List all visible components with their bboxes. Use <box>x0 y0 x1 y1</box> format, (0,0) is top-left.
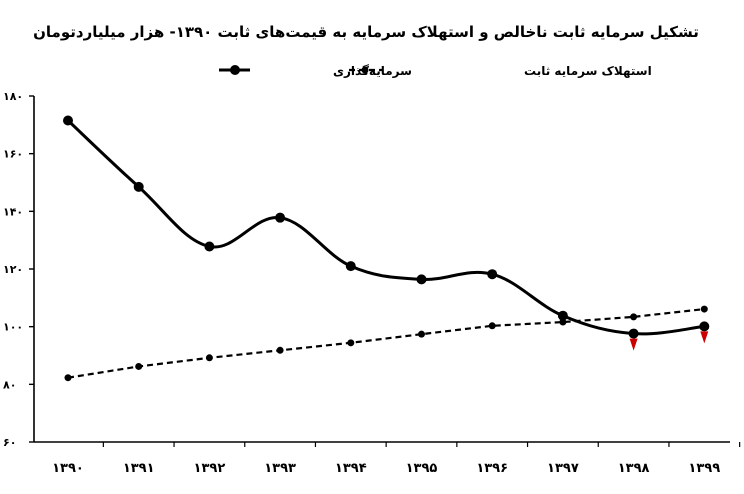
data-point-depreciation <box>205 354 213 362</box>
legend: سرمایه‌گذاری استهلاک سرمایه ثابت <box>219 64 652 78</box>
data-point-investment <box>487 269 498 280</box>
data-point-investment <box>63 115 73 126</box>
x-tick-label: ۱۳۹۶ <box>476 461 508 476</box>
y-ticks: ۶۰ ۸۰ ۱۰۰ ۱۲۰ ۱۴۰ ۱۶۰ ۱۸۰ <box>3 90 34 449</box>
data-point-depreciation <box>700 305 708 313</box>
legend-label-depreciation: استهلاک سرمایه ثابت <box>524 64 652 78</box>
y-tick-label: ۱۴۰ <box>3 205 23 218</box>
data-point-investment <box>345 261 356 272</box>
data-point-depreciation <box>347 339 355 347</box>
legend-marker-investment <box>230 65 240 75</box>
data-point-investment <box>275 212 286 223</box>
legend-item-investment: سرمایه‌گذاری <box>219 64 412 78</box>
down-arrow-icon <box>629 338 638 351</box>
series-investment <box>63 115 710 339</box>
x-tick-label: ۱۳۹۰ <box>52 461 84 476</box>
x-tick-label: ۱۳۹۲ <box>194 461 226 476</box>
y-tick-label: ۱۸۰ <box>3 90 23 103</box>
data-point-depreciation <box>64 374 72 382</box>
x-tick-label: ۱۳۹۷ <box>547 461 579 476</box>
y-tick-label: ۱۰۰ <box>3 321 23 334</box>
legend-item-depreciation: استهلاک سرمایه ثابت <box>349 64 652 78</box>
y-tick-label: ۸۰ <box>3 378 16 391</box>
data-point-depreciation <box>488 322 496 330</box>
chart-title: تشکیل سرمایه ثابت ناخالص و استهلاک سرمای… <box>33 23 699 41</box>
down-arrow-icon <box>700 331 709 344</box>
data-point-investment <box>628 328 639 339</box>
data-point-investment <box>204 241 215 252</box>
series-line-depreciation <box>67 307 705 379</box>
x-ticks: ۱۳۹۰ ۱۳۹۱ ۱۳۹۲ ۱۳۹۳ ۱۳۹۴ ۱۳۹۵ ۱۳۹۶ ۱۳۹۷ ۱۳۹۸ ۱۳۹۹ <box>52 442 741 476</box>
data-point-investment <box>699 321 710 332</box>
data-point-depreciation <box>630 313 638 321</box>
y-tick-label: ۶۰ <box>3 436 16 449</box>
x-tick-label: ۱۳۹۴ <box>335 461 367 476</box>
x-tick-label: ۱۳۹۱ <box>123 461 155 476</box>
data-point-depreciation <box>135 362 143 370</box>
down-markers <box>629 331 709 351</box>
series-layer <box>63 115 710 382</box>
data-point-investment <box>416 274 427 285</box>
y-tick-label: ۱۲۰ <box>3 263 23 276</box>
data-point-depreciation <box>276 346 284 354</box>
series-depreciation <box>64 305 708 382</box>
data-point-investment <box>557 310 568 321</box>
data-point-depreciation <box>418 330 425 338</box>
y-tick-label: ۱۶۰ <box>3 148 23 161</box>
x-tick-label: ۱۳۹۵ <box>406 461 438 476</box>
series-line-investment <box>66 119 705 336</box>
data-point-investment <box>133 181 144 192</box>
legend-marker-depreciation <box>361 66 369 74</box>
x-tick-label: ۱۳۹۳ <box>264 461 296 476</box>
x-tick-label: ۱۳۹۹ <box>688 461 720 476</box>
x-tick-label: ۱۳۹۸ <box>618 461 650 476</box>
